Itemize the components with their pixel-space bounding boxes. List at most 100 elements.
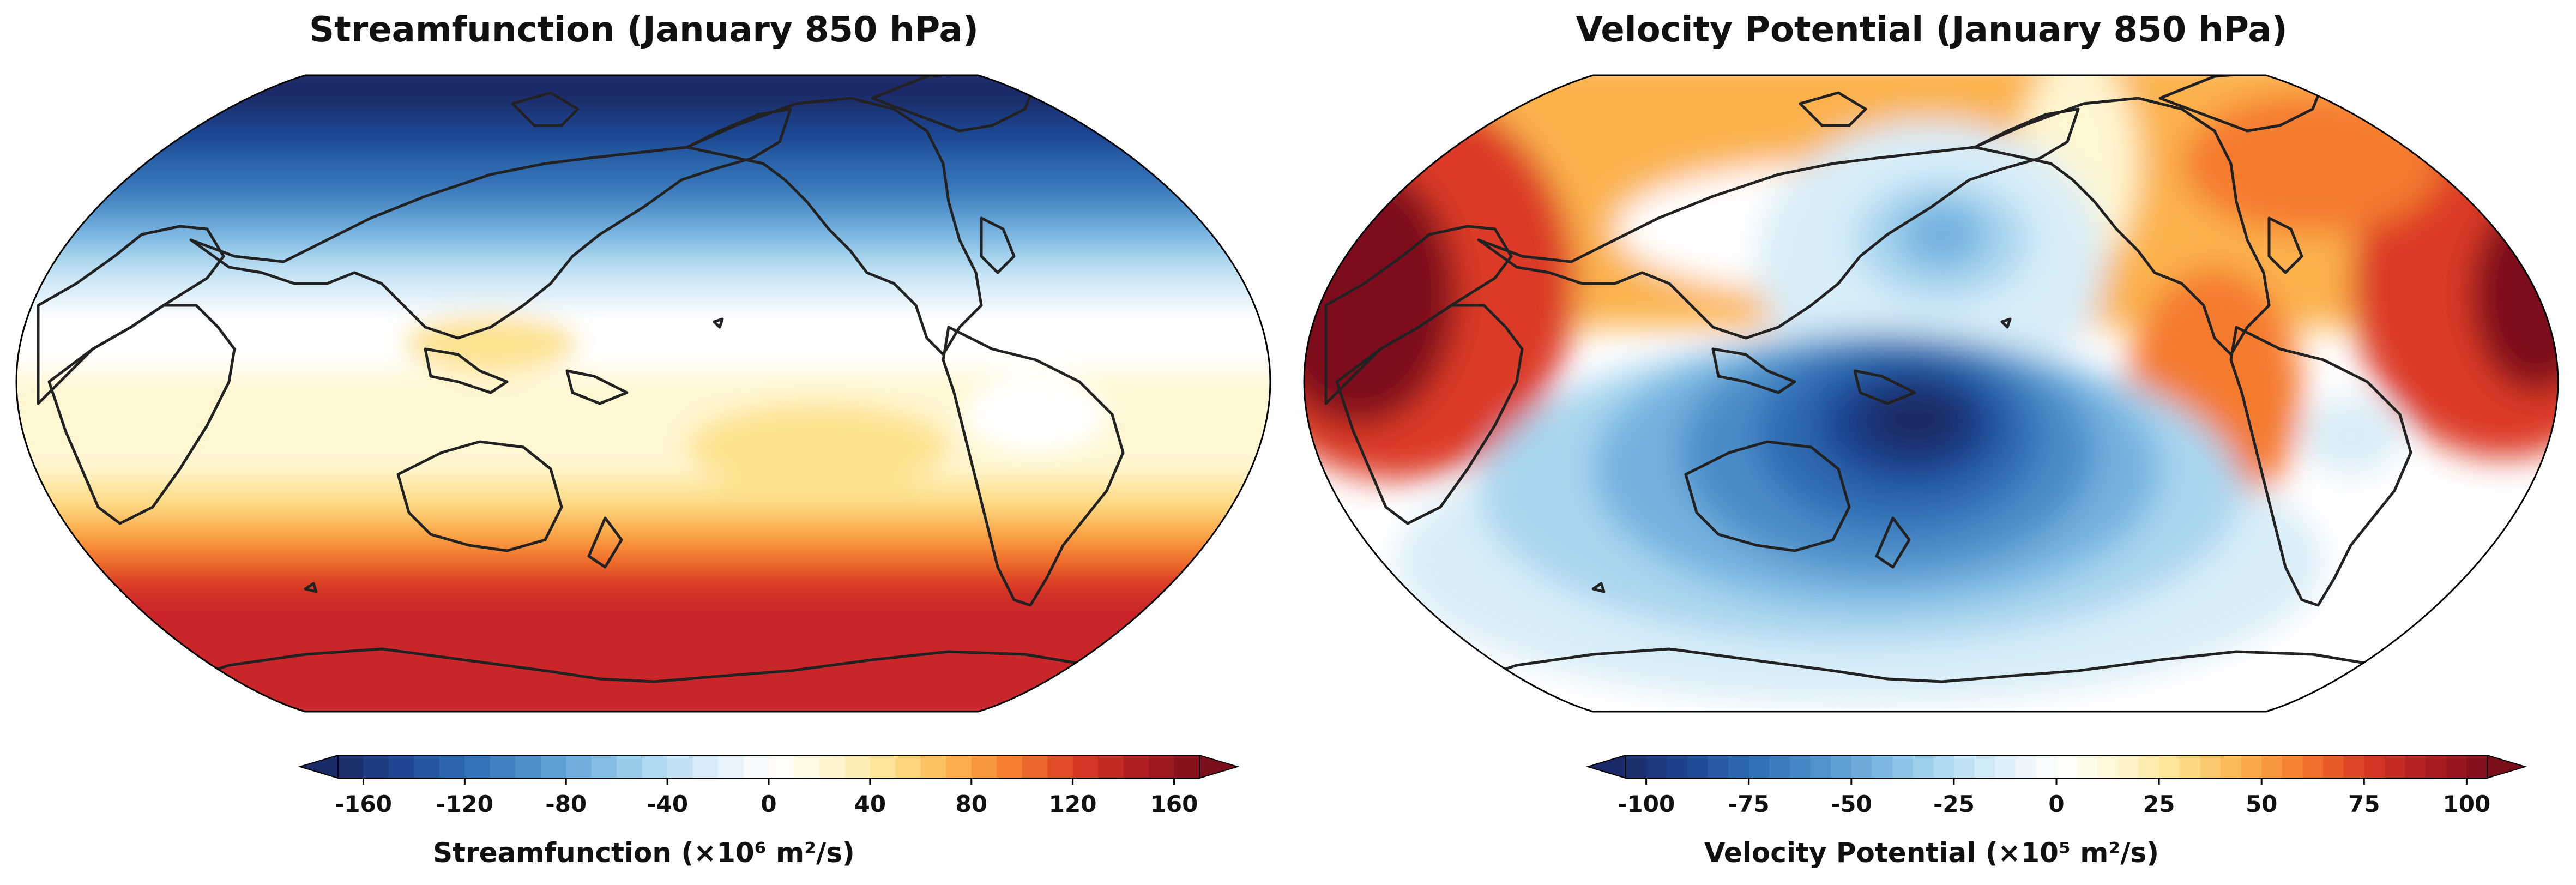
streamfunction-map — [15, 74, 1271, 713]
colorbar-bin — [971, 755, 997, 778]
colorbar-bin — [2384, 755, 2406, 778]
colorbar-bin — [1123, 755, 1149, 778]
colorbar-tick-label: 100 — [2443, 791, 2491, 817]
streamfunction-colorbar: -160 -120 -80 -40 0 40 80 120 160 — [298, 755, 1240, 817]
colorbar-bin — [617, 755, 643, 778]
colorbar-extend-low — [1585, 755, 1626, 779]
colorbar-bin — [1892, 755, 1914, 778]
colorbar-tick-label: 160 — [1150, 791, 1198, 817]
colorbar-tick-label: -75 — [1728, 791, 1770, 817]
colorbar-bin — [1728, 755, 1749, 778]
colorbar-bin — [997, 755, 1023, 778]
colorbar-bin — [1174, 755, 1200, 778]
colorbar-extend-low — [298, 755, 339, 779]
colorbar-bin — [2426, 755, 2447, 778]
colorbar-bin — [1748, 755, 1770, 778]
colorbar-bin — [2241, 755, 2262, 778]
colorbar-bin — [2343, 755, 2364, 778]
colorbar-bin — [1098, 755, 1124, 778]
colorbar-bin — [667, 755, 693, 778]
colorbar-bin — [414, 755, 440, 778]
colorbar-bin — [2159, 755, 2180, 778]
colorbar-bin — [1687, 755, 1708, 778]
colorbar-tick-label: -50 — [1831, 791, 1872, 817]
colorbar-bin — [363, 755, 389, 778]
streamfunction-panel: Streamfunction (January 850 hPa) — [15, 10, 1271, 869]
colorbar-bin — [1626, 755, 1647, 778]
colorbar-bin — [2261, 755, 2283, 778]
colorbar-bin — [1708, 755, 1729, 778]
colorbar-bin — [1995, 755, 2016, 778]
colorbar-tick-label: -40 — [647, 791, 688, 817]
colorbar-bin — [794, 755, 820, 778]
colorbar-bin — [1851, 755, 1872, 778]
colorbar-bin — [439, 755, 465, 778]
colorbar-bin — [1022, 755, 1048, 778]
colorbar-tick-label: 120 — [1049, 791, 1097, 817]
colorbar-bin — [2364, 755, 2385, 778]
colorbar-bin — [515, 755, 541, 778]
colorbar-bin — [2282, 755, 2303, 778]
colorbar-bin — [895, 755, 921, 778]
colorbar-tick-label: -80 — [545, 791, 587, 817]
colorbar-tick-label: 25 — [2143, 791, 2175, 817]
colorbar-bin — [2117, 755, 2139, 778]
colorbar-bin — [566, 755, 592, 778]
colorbar-bin — [1872, 755, 1893, 778]
colorbar-bin — [1769, 755, 1790, 778]
colorbar-extend-high — [2487, 755, 2527, 779]
colorbar-tick-label: -25 — [1933, 791, 1975, 817]
colorbar-bin — [2179, 755, 2200, 778]
colorbar-bin — [2405, 755, 2426, 778]
colorbar-bin — [464, 755, 491, 778]
colorbar-bin — [642, 755, 668, 778]
panel-title: Velocity Potential (January 850 hPa) — [1576, 10, 2288, 50]
colorbar-bin — [1974, 755, 1995, 778]
colorbar-tick-label: 50 — [2246, 791, 2277, 817]
colorbar-extend-high — [1199, 755, 1240, 779]
colorbar-bin — [946, 755, 972, 778]
velocity-potential-panel: Velocity Potential (January 850 hPa) — [1288, 0, 2575, 885]
colorbar-bin — [2056, 755, 2078, 778]
colorbar-bin — [2200, 755, 2221, 778]
colorbar-bin — [591, 755, 617, 778]
panel-title: Streamfunction (January 850 hPa) — [309, 10, 979, 50]
colorbar-bin — [718, 755, 744, 778]
colorbar-tick-label: 0 — [2048, 791, 2064, 817]
colorbar-bin — [388, 755, 414, 778]
colorbar-label: Streamfunction (×10⁶ m²/s) — [433, 837, 855, 869]
colorbar-tick-label: 0 — [761, 791, 776, 817]
colorbar-bin — [2097, 755, 2119, 778]
colorbar-bin — [2015, 755, 2036, 778]
colorbar-bin — [1831, 755, 1852, 778]
colorbar-bin — [1646, 755, 1667, 778]
colorbar-bin — [2077, 755, 2098, 778]
colorbar-bin — [1933, 755, 1954, 778]
colorbar-tick-label: 80 — [956, 791, 987, 817]
colorbar-bin — [1789, 755, 1811, 778]
colorbar-bin — [2138, 755, 2159, 778]
colorbar-tick-label: -100 — [1618, 791, 1675, 817]
colorbar-bin — [1047, 755, 1073, 778]
colorbar-bin — [2302, 755, 2324, 778]
colorbar-bin — [1149, 755, 1175, 778]
velocity-potential-colorbar: -100 -75 -50 -25 0 25 50 75 100 — [1585, 755, 2527, 817]
colorbar-bin — [870, 755, 896, 778]
colorbar-bin — [819, 755, 845, 778]
colorbar-label: Velocity Potential (×10⁵ m²/s) — [1704, 837, 2159, 869]
colorbar-bin — [1810, 755, 1831, 778]
colorbar-tick-label: -120 — [436, 791, 493, 817]
colorbar-bin — [2323, 755, 2344, 778]
colorbar-bin — [692, 755, 719, 778]
colorbar-bin — [338, 755, 364, 778]
colorbar-bin — [1072, 755, 1099, 778]
colorbar-bin — [1953, 755, 1975, 778]
colorbar-bin — [1667, 755, 1688, 778]
colorbar-tick-label: -160 — [335, 791, 392, 817]
colorbar-bin — [743, 755, 769, 778]
colorbar-bin — [2446, 755, 2467, 778]
colorbar-bin — [2036, 755, 2057, 778]
velocity-potential-map — [1303, 74, 2559, 713]
colorbar-bin — [490, 755, 516, 778]
colorbar-bin — [2466, 755, 2488, 778]
